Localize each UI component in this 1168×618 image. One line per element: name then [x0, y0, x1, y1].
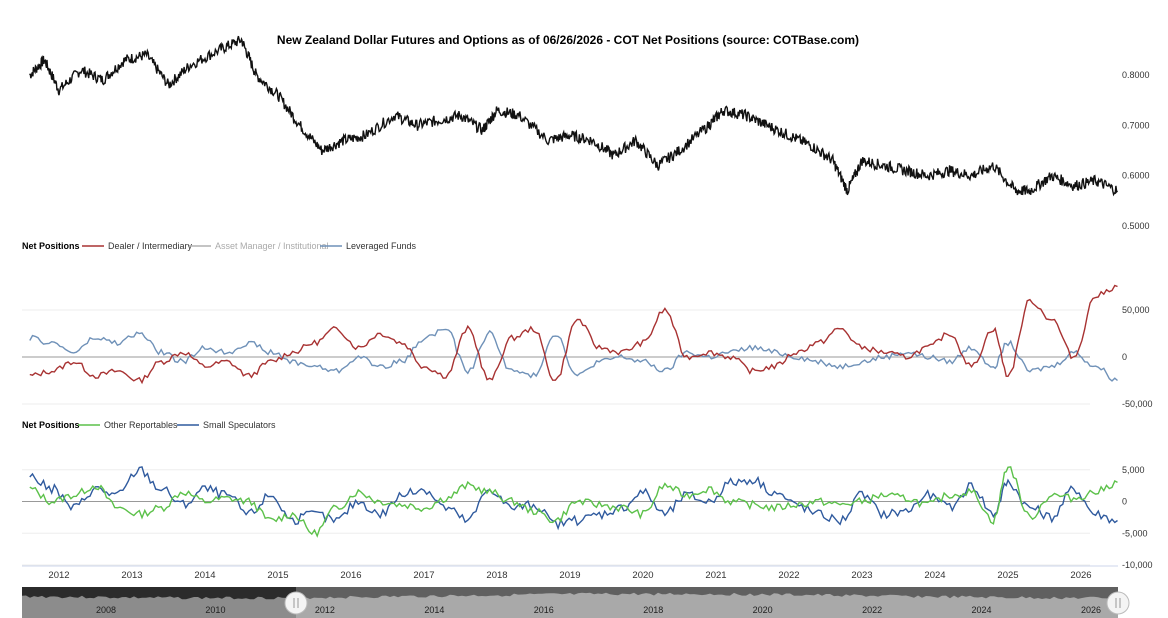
x-tick-label: 2024 [924, 570, 945, 581]
y-tick-label: 50,000 [1122, 305, 1150, 315]
grip-icon [293, 598, 299, 608]
navigator-tick-label: 2010 [205, 605, 225, 615]
navigator[interactable]: 2008 2010 2012 2014 2016 2018 2020 2022 2024 2026 [22, 587, 1130, 618]
dealer-intermediary-line [29, 284, 1118, 385]
price-y-tick-label: 0.5000 [1122, 221, 1150, 231]
navigator-selected-range[interactable] [296, 587, 1118, 618]
navigator-tick-label: 2008 [96, 605, 116, 615]
x-tick-label: 2026 [1070, 570, 1091, 581]
navigator-handle-left[interactable] [284, 591, 308, 615]
y-tick-label: 5,000 [1122, 465, 1145, 475]
x-tick-label: 2012 [48, 570, 69, 581]
legend-net-positions-2: Net Positions Other Reportables Small Sp… [22, 420, 276, 430]
x-tick-label: 2015 [267, 570, 288, 581]
x-tick-label: 2019 [559, 570, 580, 581]
navigator-tick-label: 2016 [534, 605, 554, 615]
navigator-tick-label: 2012 [315, 605, 335, 615]
navigator-axis: 2008 2010 2012 2014 2016 2018 2020 2022 2024 2026 [96, 605, 1101, 615]
navigator-tick-label: 2014 [424, 605, 444, 615]
net-positions-2-y-axis: -10,000 -5,000 0 5,000 [22, 465, 1153, 570]
price-panel: 0.5000 0.6000 0.7000 0.8000 [29, 35, 1150, 231]
y-tick-label: 0 [1122, 497, 1127, 507]
navigator-tick-label: 2018 [643, 605, 663, 615]
price-y-tick-label: 0.6000 [1122, 171, 1150, 181]
x-tick-label: 2022 [778, 570, 799, 581]
navigator-tick-label: 2024 [972, 605, 992, 615]
x-axis: 2012 2013 2014 2015 2016 2017 2018 2019 2020 2021… [22, 565, 1118, 581]
navigator-handle-right[interactable] [1106, 591, 1130, 615]
x-tick-label: 2016 [340, 570, 361, 581]
leveraged-funds-line [29, 328, 1118, 382]
legend-label-dealer[interactable]: Dealer / Intermediary [108, 241, 193, 251]
legend-title: Net Positions [22, 241, 80, 251]
legend-label-asset-manager[interactable]: Asset Manager / Institutional [215, 241, 329, 251]
x-tick-label: 2017 [413, 570, 434, 581]
x-tick-label: 2025 [997, 570, 1018, 581]
y-tick-label: -10,000 [1122, 560, 1153, 570]
net-positions-panel-2: -10,000 -5,000 0 5,000 [22, 465, 1153, 570]
chart-title: New Zealand Dollar Futures and Options a… [277, 33, 859, 47]
price-y-axis: 0.5000 0.6000 0.7000 0.8000 [1122, 70, 1150, 231]
navigator-tick-label: 2020 [753, 605, 773, 615]
legend-title: Net Positions [22, 420, 80, 430]
legend-label-other[interactable]: Other Reportables [104, 420, 178, 430]
net-positions-panel-1: -50,000 0 50,000 [22, 284, 1153, 409]
navigator-tick-label: 2026 [1081, 605, 1101, 615]
grip-icon [1115, 598, 1121, 608]
legend-net-positions-1: Net Positions Dealer / Intermediary Asse… [22, 241, 417, 251]
price-series-line [29, 35, 1119, 197]
price-y-tick-label: 0.7000 [1122, 120, 1150, 130]
small-speculators-line [29, 466, 1118, 531]
legend-label-leveraged[interactable]: Leveraged Funds [346, 241, 417, 251]
y-tick-label: -5,000 [1122, 528, 1148, 538]
x-tick-label: 2023 [851, 570, 872, 581]
price-y-tick-label: 0.8000 [1122, 70, 1150, 80]
x-tick-label: 2018 [486, 570, 507, 581]
x-tick-label: 2014 [194, 570, 215, 581]
y-tick-label: -50,000 [1122, 399, 1153, 409]
other-reportables-line [29, 466, 1118, 538]
y-tick-label: 0 [1122, 352, 1127, 362]
x-tick-label: 2021 [705, 570, 726, 581]
x-tick-label: 2020 [632, 570, 653, 581]
legend-label-small[interactable]: Small Speculators [203, 420, 276, 430]
navigator-tick-label: 2022 [862, 605, 882, 615]
x-tick-label: 2013 [121, 570, 142, 581]
